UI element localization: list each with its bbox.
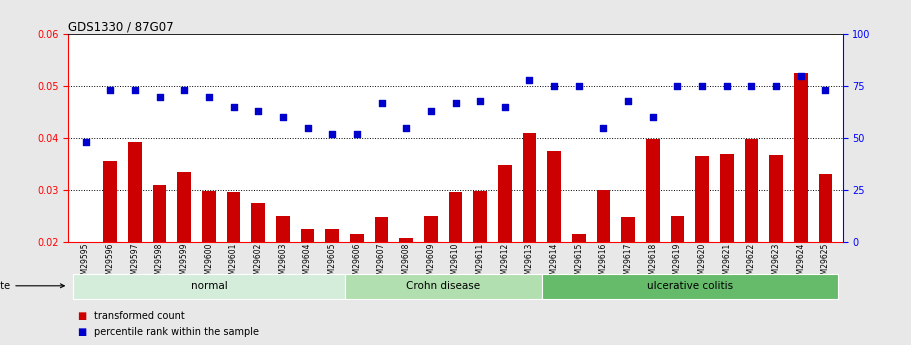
Bar: [621, 217, 635, 241]
Point: [103, 88, 118, 93]
Text: percentile rank within the sample: percentile rank within the sample: [94, 327, 259, 337]
Text: disease state: disease state: [0, 281, 65, 291]
Point: [646, 115, 660, 120]
Bar: [374, 217, 388, 241]
Point: [424, 108, 438, 114]
Bar: [720, 154, 733, 242]
Bar: [769, 155, 783, 242]
Text: normal: normal: [190, 281, 227, 291]
Text: ■: ■: [77, 311, 87, 321]
Bar: [153, 185, 167, 242]
Bar: [670, 216, 684, 242]
Point: [448, 100, 463, 106]
Bar: [449, 193, 462, 242]
Bar: [498, 165, 512, 242]
Text: ulcerative colitis: ulcerative colitis: [647, 281, 732, 291]
Point: [301, 125, 315, 130]
Bar: [399, 238, 413, 242]
Bar: [695, 156, 709, 241]
Bar: [227, 193, 241, 242]
Bar: [73, 274, 344, 299]
Point: [547, 83, 561, 89]
Point: [793, 73, 808, 79]
Bar: [572, 234, 586, 242]
Bar: [344, 274, 542, 299]
Bar: [744, 139, 758, 241]
Bar: [276, 216, 290, 242]
Point: [497, 104, 512, 110]
Point: [670, 83, 685, 89]
Bar: [597, 190, 610, 242]
Point: [350, 131, 364, 137]
Bar: [424, 216, 437, 242]
Bar: [542, 274, 838, 299]
Bar: [646, 139, 660, 241]
Text: Crohn disease: Crohn disease: [406, 281, 480, 291]
Point: [596, 125, 610, 130]
Point: [325, 131, 340, 137]
Text: GDS1330 / 87G07: GDS1330 / 87G07: [68, 20, 174, 33]
Point: [399, 125, 414, 130]
Point: [620, 98, 635, 104]
Bar: [794, 73, 807, 242]
Point: [201, 94, 216, 99]
Point: [276, 115, 291, 120]
Point: [769, 83, 783, 89]
Point: [251, 108, 265, 114]
Bar: [202, 191, 216, 242]
Text: ■: ■: [77, 327, 87, 337]
Point: [78, 139, 93, 145]
Point: [818, 88, 833, 93]
Bar: [523, 133, 537, 242]
Bar: [104, 161, 117, 242]
Point: [720, 83, 734, 89]
Point: [522, 77, 537, 83]
Bar: [325, 229, 339, 242]
Point: [374, 100, 389, 106]
Bar: [474, 191, 487, 242]
Bar: [251, 203, 265, 241]
Bar: [350, 234, 363, 242]
Point: [226, 104, 241, 110]
Bar: [548, 151, 561, 242]
Point: [128, 88, 142, 93]
Bar: [301, 229, 314, 242]
Point: [695, 83, 710, 89]
Bar: [178, 171, 191, 242]
Point: [152, 94, 167, 99]
Text: transformed count: transformed count: [94, 311, 185, 321]
Point: [473, 98, 487, 104]
Point: [744, 83, 759, 89]
Bar: [128, 141, 142, 242]
Bar: [819, 174, 832, 241]
Point: [571, 83, 586, 89]
Point: [177, 88, 191, 93]
